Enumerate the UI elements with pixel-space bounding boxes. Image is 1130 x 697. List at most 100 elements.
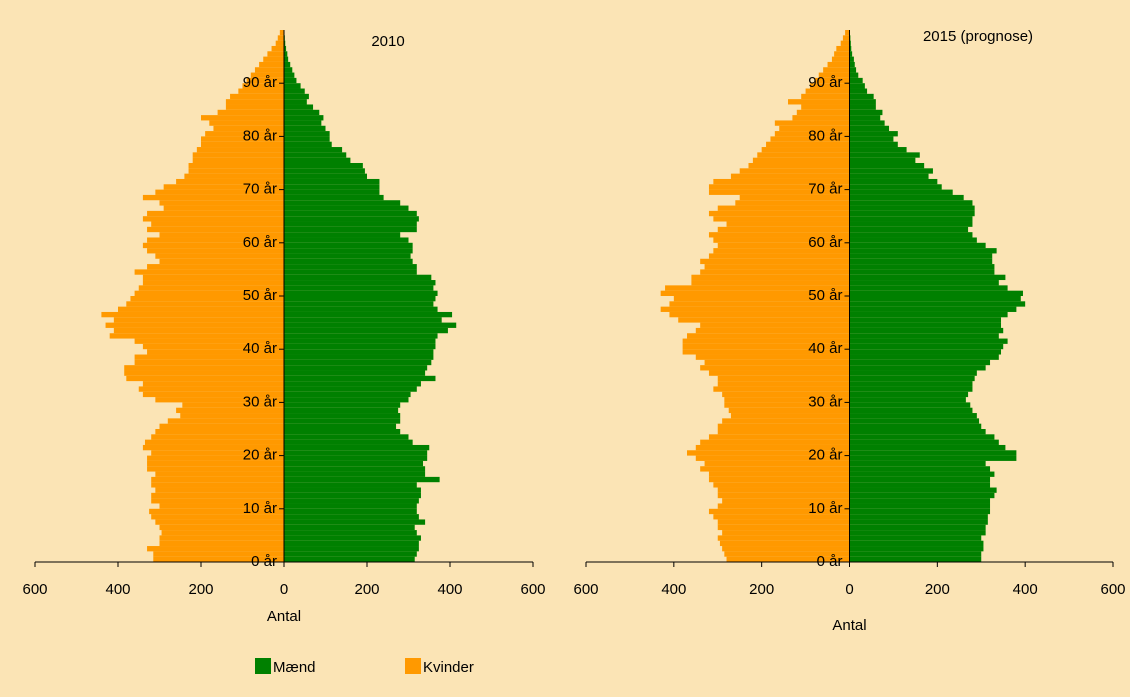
x-tick-label: 0 (845, 581, 853, 598)
bar (147, 264, 284, 270)
bar (779, 125, 850, 132)
bar (284, 157, 351, 163)
y-tick-label: 80 år (808, 127, 842, 144)
bar (155, 397, 284, 403)
bar (849, 163, 925, 169)
bar (105, 322, 284, 328)
bar (770, 136, 850, 142)
bar (849, 264, 995, 270)
bar (284, 503, 417, 509)
bar (849, 152, 920, 158)
bar (700, 365, 850, 371)
bar (230, 93, 284, 100)
y-tick-label: 20 år (808, 447, 842, 464)
bar (284, 258, 413, 265)
bar (284, 296, 436, 302)
y-tick-label: 90 år (243, 74, 277, 91)
y-tick-label: 40 år (243, 340, 277, 357)
bar (176, 178, 284, 185)
bar (284, 343, 436, 350)
bar (827, 61, 850, 68)
bar (836, 45, 850, 52)
bar (849, 546, 984, 552)
bar (201, 141, 284, 148)
x-tick-label: 400 (661, 581, 686, 598)
bar (284, 253, 411, 259)
bar (730, 413, 850, 419)
bar (155, 519, 284, 525)
bar (849, 407, 973, 414)
bar (284, 381, 421, 387)
bar (176, 407, 284, 414)
bar (284, 391, 411, 398)
bar (284, 147, 343, 153)
bar (284, 115, 324, 121)
bar (722, 530, 850, 536)
bar (695, 444, 850, 451)
bar (284, 317, 442, 323)
x-tick-label: 400 (105, 581, 130, 598)
bar (849, 77, 863, 84)
bar (155, 429, 284, 435)
bar (849, 413, 977, 419)
bar (708, 434, 850, 440)
bar (101, 311, 285, 318)
bar (134, 359, 284, 366)
bar (849, 147, 907, 153)
bar (704, 460, 850, 467)
bar (134, 269, 284, 275)
bar (284, 338, 436, 344)
bar (757, 152, 850, 158)
bar (284, 269, 417, 275)
bar (700, 258, 850, 265)
bar (284, 99, 307, 105)
bar (717, 429, 850, 435)
bar (163, 205, 284, 211)
x-tick-label: 200 (188, 581, 213, 598)
bar (691, 280, 850, 286)
bar (801, 104, 850, 110)
bar (849, 178, 938, 185)
bar (849, 311, 1008, 318)
bar (724, 402, 850, 408)
bar (134, 354, 284, 360)
bar (284, 301, 434, 307)
bar (849, 242, 986, 249)
bar (284, 375, 436, 382)
bar (849, 508, 991, 515)
bar (284, 280, 436, 286)
bar (284, 200, 401, 206)
bar (722, 498, 850, 504)
bar (149, 508, 284, 515)
bar (242, 83, 284, 89)
bar (849, 317, 1002, 323)
bar (849, 168, 933, 174)
bar (849, 67, 857, 73)
bar (849, 280, 999, 286)
bar (284, 407, 399, 414)
bar (142, 274, 284, 281)
bar (159, 535, 284, 541)
bar (159, 200, 284, 206)
bar (849, 51, 853, 57)
bar (284, 51, 288, 57)
bar (284, 67, 293, 73)
bar (284, 242, 413, 249)
bar (284, 184, 380, 190)
y-tick-label: 70 år (808, 181, 842, 198)
bar (159, 503, 284, 509)
bar (849, 498, 991, 504)
bar (849, 205, 975, 211)
bar (849, 200, 973, 206)
bar (151, 514, 284, 520)
bar (238, 88, 284, 94)
bar (840, 40, 850, 46)
bar (151, 482, 284, 488)
bar (713, 216, 850, 222)
bar (849, 471, 995, 477)
bar (113, 327, 284, 334)
y-tick-label: 60 år (808, 234, 842, 251)
bar (849, 301, 1026, 307)
bar (284, 556, 415, 562)
bar (818, 72, 850, 78)
